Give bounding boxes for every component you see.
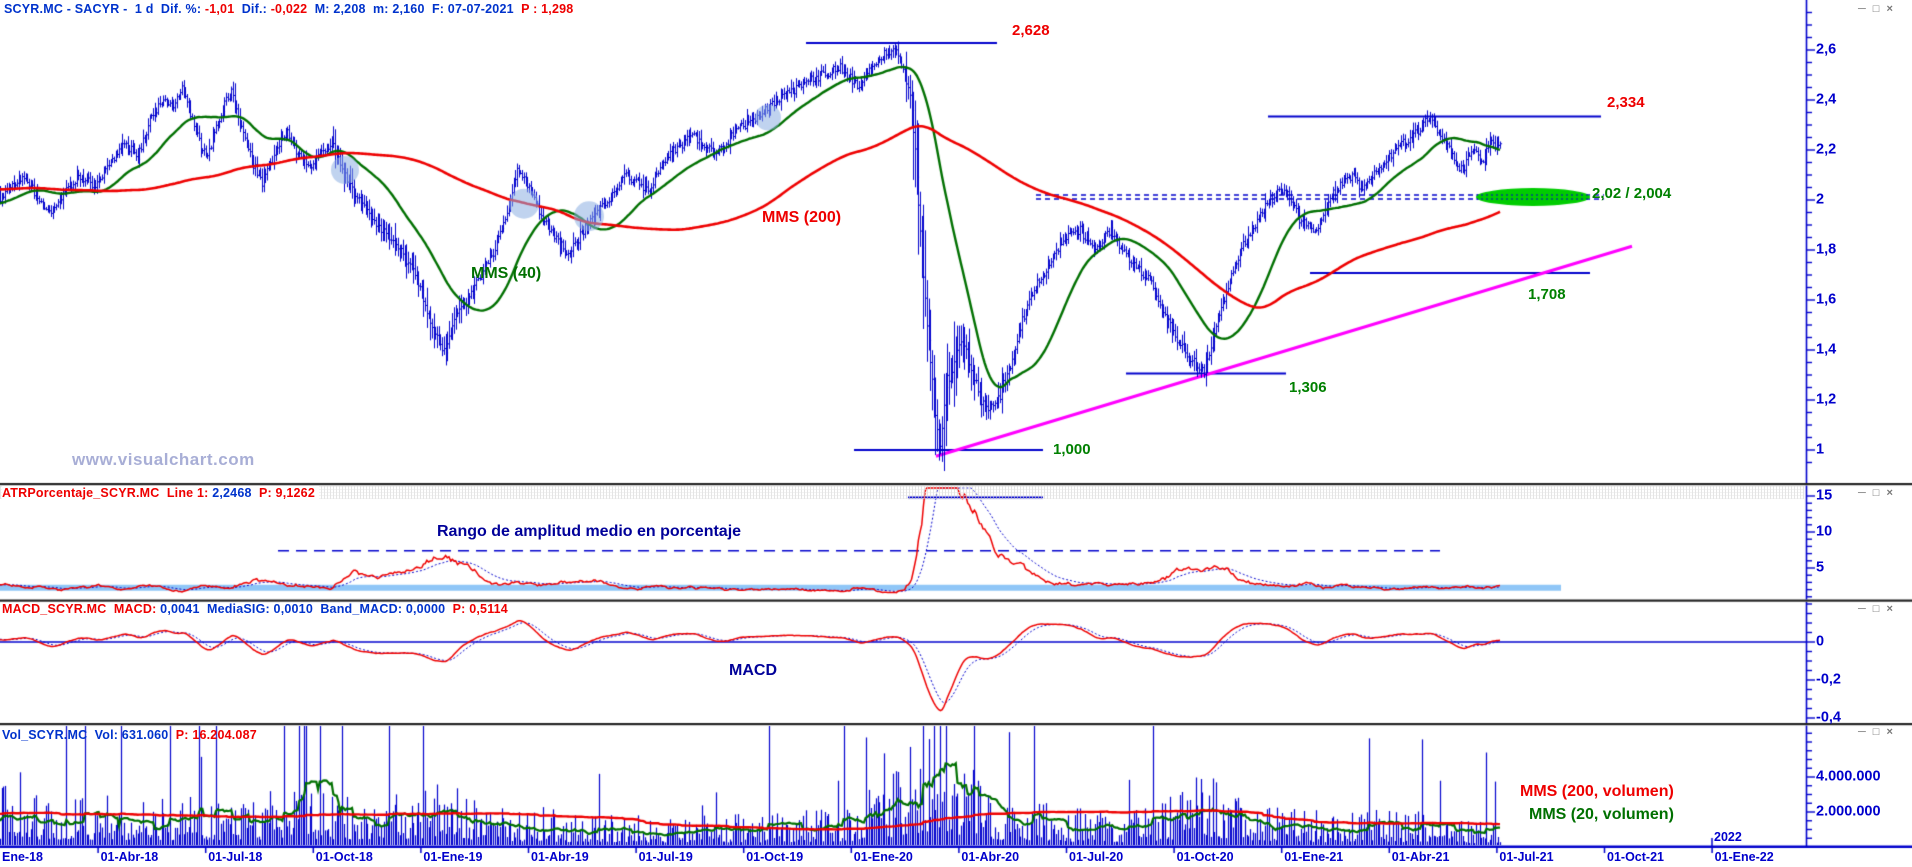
mms20-volume-label[interactable]: MMS (20, volumen) [1529, 806, 1674, 823]
price-level-label[interactable]: 1,708 [1528, 286, 1566, 303]
vol-scale[interactable] [1807, 725, 1912, 846]
macd-axis-label: -0,4 [1816, 709, 1841, 726]
price-axis-label: 1,8 [1816, 241, 1837, 258]
time-axis-label: 01-Abr-21 [1391, 850, 1450, 864]
price-axis-label: 1,4 [1816, 341, 1837, 358]
price-axis-label: 2 [1816, 191, 1825, 208]
time-axis-label: Ene-18 [2, 850, 43, 864]
mms200-label[interactable]: MMS (200) [762, 209, 842, 226]
vol-axis-label: 2.000.000 [1816, 803, 1881, 820]
time-scale[interactable] [0, 847, 1912, 867]
close-icon[interactable]: × [1886, 603, 1893, 615]
price-axis-label: 1,6 [1816, 291, 1837, 308]
atr-header-part: 2,2468 [212, 486, 252, 500]
minimize-icon[interactable]: ─ [1858, 726, 1866, 738]
close-icon[interactable]: × [1886, 726, 1893, 738]
time-axis-label: 01-Oct-19 [746, 850, 804, 864]
main-header-part: SCYR.MC - SACYR - 1 d Dif. %: [4, 2, 205, 16]
main-header-part: M: 2,208 m: 2,160 F: 07-07-2021 [307, 2, 522, 16]
vol-pane-header: Vol_SCYR.MC Vol: 631.060 P: 16.204.087 [2, 728, 257, 742]
atr-pane-controls: ─ □ × [1858, 488, 1893, 499]
time-axis-label: 01-Abr-18 [100, 850, 159, 864]
maximize-icon[interactable]: □ [1872, 603, 1880, 615]
macd-pane-header: MACD_SCYR.MC MACD: 0,0041 MediaSIG: 0,00… [2, 602, 508, 616]
atr-scale[interactable] [1807, 486, 1912, 599]
visualchart-watermark: www.visualchart.com [72, 450, 255, 469]
price-level-label[interactable]: 2,02 / 2,004 [1592, 185, 1672, 202]
mms200-volume-label[interactable]: MMS (200, volumen) [1520, 783, 1674, 800]
time-axis-label: 01-Oct-21 [1607, 850, 1664, 864]
price-scale[interactable] [1807, 0, 1912, 483]
time-axis-label: 01-Ene-22 [1714, 850, 1774, 864]
main-header-part: -1,01 [204, 2, 235, 16]
time-axis-label: 01-Jul-19 [638, 850, 693, 864]
main-header-part: Dif.: [234, 2, 271, 16]
maximize-icon[interactable]: □ [1872, 487, 1880, 499]
mms40-label[interactable]: MMS (40) [471, 265, 542, 282]
time-axis-label: 01-Oct-18 [315, 850, 373, 864]
price-axis-label: 1,2 [1816, 391, 1837, 408]
atr-header-part: P: 9,1262 [251, 486, 315, 500]
time-axis-label: 01-Abr-19 [531, 850, 589, 864]
time-axis-label: 01-Ene-19 [423, 850, 483, 864]
atr-pane-header: ATRPorcentaje_SCYR.MC Line 1: 2,2468 P: … [2, 486, 319, 500]
price-level-label[interactable]: 2,334 [1607, 94, 1645, 111]
macd-axis-label: -0,2 [1816, 671, 1841, 688]
minimize-icon[interactable]: ─ [1858, 487, 1866, 499]
price-axis-label: 2,4 [1816, 91, 1837, 108]
year-marker-label: 2022 [1714, 830, 1742, 844]
time-axis-label: 01-Jul-18 [208, 850, 263, 864]
atr-range-label[interactable]: Rango de amplitud medio en porcentaje [437, 523, 742, 540]
macd-header-part: MACD_SCYR.MC MACD: [2, 602, 161, 616]
price-level-label[interactable]: 2,628 [1012, 22, 1050, 39]
price-axis-label: 2,6 [1816, 41, 1837, 58]
close-icon[interactable]: × [1886, 487, 1893, 499]
macd-scale[interactable] [1807, 602, 1912, 723]
time-axis-label: 01-Ene-20 [853, 850, 913, 864]
main-header-part: -0,022 [270, 2, 308, 16]
time-axis-label: 01-Jul-20 [1069, 850, 1124, 864]
main-header-part: P : 1,298 [521, 2, 574, 16]
vol-axis-label: 4.000.000 [1816, 768, 1881, 785]
vol-header-part: P: 16.204.087 [168, 728, 257, 742]
minimize-icon[interactable]: ─ [1858, 3, 1866, 15]
main-pane-controls: ─ □ × [1858, 4, 1893, 15]
time-axis-label: 01-Jul-21 [1499, 850, 1554, 864]
minimize-icon[interactable]: ─ [1858, 603, 1866, 615]
time-axis-label: 01-Oct-20 [1176, 850, 1234, 864]
macd-header-part: 0,0041 [160, 602, 200, 616]
atr-axis-label: 5 [1816, 559, 1825, 576]
macd-header-part: MediaSIG: 0,0010 Band_MACD: 0,0000 [199, 602, 446, 616]
atr-pane-titlebar [0, 486, 1804, 499]
vol-pane-controls: ─ □ × [1858, 727, 1893, 738]
macd-axis-label: 0 [1816, 633, 1825, 650]
maximize-icon[interactable]: □ [1872, 3, 1880, 15]
macd-label[interactable]: MACD [729, 662, 777, 679]
atr-axis-label: 15 [1816, 487, 1833, 504]
main-chart-header: SCYR.MC - SACYR - 1 d Dif. %: -1,01 Dif.… [4, 2, 573, 16]
macd-pane-controls: ─ □ × [1858, 604, 1893, 615]
maximize-icon[interactable]: □ [1872, 726, 1880, 738]
time-axis-label: 01-Ene-21 [1284, 850, 1344, 864]
price-level-label[interactable]: 1,000 [1053, 441, 1091, 458]
time-axis-label: 01-Abr-20 [961, 850, 1020, 864]
close-icon[interactable]: × [1886, 3, 1893, 15]
price-axis-label: 1 [1816, 441, 1825, 458]
atr-header-part: ATRPorcentaje_SCYR.MC Line 1: [2, 486, 213, 500]
price-level-label[interactable]: 1,306 [1289, 379, 1327, 396]
price-axis-label: 2,2 [1816, 141, 1837, 158]
macd-header-part: P: 0,5114 [445, 602, 508, 616]
vol-header-part: Vol_SCYR.MC Vol: 631.060 [2, 728, 169, 742]
atr-axis-label: 10 [1816, 523, 1833, 540]
